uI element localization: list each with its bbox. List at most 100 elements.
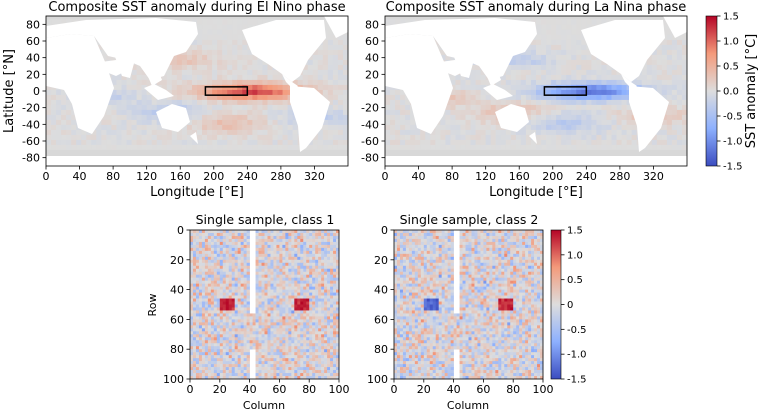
- sst-cell: [222, 139, 228, 145]
- sst-cell: [191, 99, 198, 105]
- sst-cell: [520, 84, 527, 90]
- sample-cell: [210, 280, 215, 284]
- sample-cell: [249, 316, 253, 320]
- sst-cell: [485, 109, 492, 115]
- sample-cell: [258, 325, 262, 329]
- sample-cell: [315, 274, 319, 278]
- sst-cell: [337, 44, 344, 50]
- sample-cell: [312, 325, 316, 329]
- sample-cell: [201, 286, 206, 290]
- sst-cell: [282, 99, 289, 105]
- sst-cell: [450, 74, 457, 80]
- sst-cell: [611, 124, 618, 130]
- sample-cell: [327, 331, 331, 335]
- sst-cell: [227, 104, 233, 110]
- sst-cell: [465, 129, 472, 135]
- sst-cell: [485, 94, 492, 100]
- sample-cell: [321, 253, 325, 258]
- sst-cell: [666, 119, 673, 125]
- sst-cell: [232, 59, 238, 65]
- sample-cell: [231, 230, 235, 234]
- sample-cell: [240, 301, 244, 305]
- sample-cell: [243, 328, 247, 332]
- sample-cell: [228, 244, 233, 249]
- sst-cell: [661, 39, 668, 45]
- sample-cell: [261, 280, 265, 284]
- sst-cell: [202, 74, 208, 80]
- sample-cell: [204, 277, 209, 281]
- sample-cell: [276, 274, 280, 278]
- sample-cell: [258, 286, 262, 290]
- sst-cell: [272, 74, 279, 80]
- sst-cell: [51, 129, 57, 135]
- sst-cell: [197, 49, 203, 55]
- sample-cell: [228, 283, 233, 287]
- sst-cell: [656, 134, 663, 140]
- sst-cell: [332, 64, 339, 70]
- sst-cell: [207, 144, 213, 150]
- sst-cell: [101, 54, 107, 60]
- sst-cell: [116, 134, 123, 140]
- sample-cell: [321, 310, 325, 314]
- sst-cell: [237, 124, 243, 130]
- sst-cell: [207, 124, 213, 130]
- sst-cell: [546, 79, 552, 85]
- sample-cell: [252, 328, 256, 332]
- sample-cell: [321, 277, 325, 281]
- sample-cell: [234, 307, 238, 311]
- y-tick-label: 40: [365, 52, 379, 65]
- sst-cell: [111, 94, 118, 100]
- sample-cell: [231, 316, 235, 320]
- sst-cell: [191, 89, 198, 95]
- sample-cell: [255, 262, 259, 267]
- sst-cell: [530, 79, 537, 85]
- sample-cell: [195, 283, 200, 287]
- sample-cell: [330, 256, 334, 261]
- sst-cell: [81, 134, 87, 140]
- sst-cell: [551, 59, 557, 65]
- sst-cell: [525, 74, 532, 80]
- sample-cell: [225, 253, 230, 258]
- sst-cell: [96, 144, 102, 150]
- sample-cell: [291, 235, 295, 240]
- sample-cell: [279, 295, 283, 299]
- sample-cell: [255, 319, 259, 323]
- sample-cell: [327, 241, 331, 246]
- sst-cell: [676, 124, 683, 130]
- sst-cell: [322, 139, 329, 145]
- sst-cell: [551, 49, 557, 55]
- sample-cell: [327, 274, 331, 278]
- sst-cell: [51, 99, 57, 105]
- sst-cell: [277, 109, 284, 115]
- sample-cell: [228, 259, 233, 264]
- sst-cell: [606, 119, 613, 125]
- sample-cell: [273, 256, 277, 261]
- sample-cell: [204, 319, 209, 323]
- sst-cell: [81, 129, 87, 135]
- sst-cell: [71, 114, 77, 120]
- sample-cell: [207, 298, 212, 302]
- sst-cell: [576, 129, 582, 135]
- sst-cell: [46, 89, 52, 95]
- sample-cell: [306, 334, 310, 338]
- sample-cell: [282, 295, 286, 299]
- sample-cell: [267, 268, 271, 273]
- sst-cell: [546, 109, 552, 115]
- sample-cell: [333, 307, 337, 311]
- sst-cell: [621, 119, 628, 125]
- sst-cell: [546, 134, 552, 140]
- sst-cell: [470, 69, 477, 75]
- sample-cell: [190, 304, 194, 308]
- sst-cell: [450, 129, 457, 135]
- sst-cell: [227, 34, 233, 40]
- sst-cell: [262, 64, 269, 70]
- sst-cell: [332, 79, 339, 85]
- sample-cell: [285, 253, 289, 258]
- sample-cell: [336, 265, 340, 270]
- sample-cell: [207, 265, 212, 270]
- sample-cell: [219, 304, 224, 308]
- sst-cell: [166, 94, 173, 100]
- sample-cell: [198, 259, 203, 264]
- sample-cell: [321, 247, 325, 252]
- sample-cell: [207, 244, 212, 249]
